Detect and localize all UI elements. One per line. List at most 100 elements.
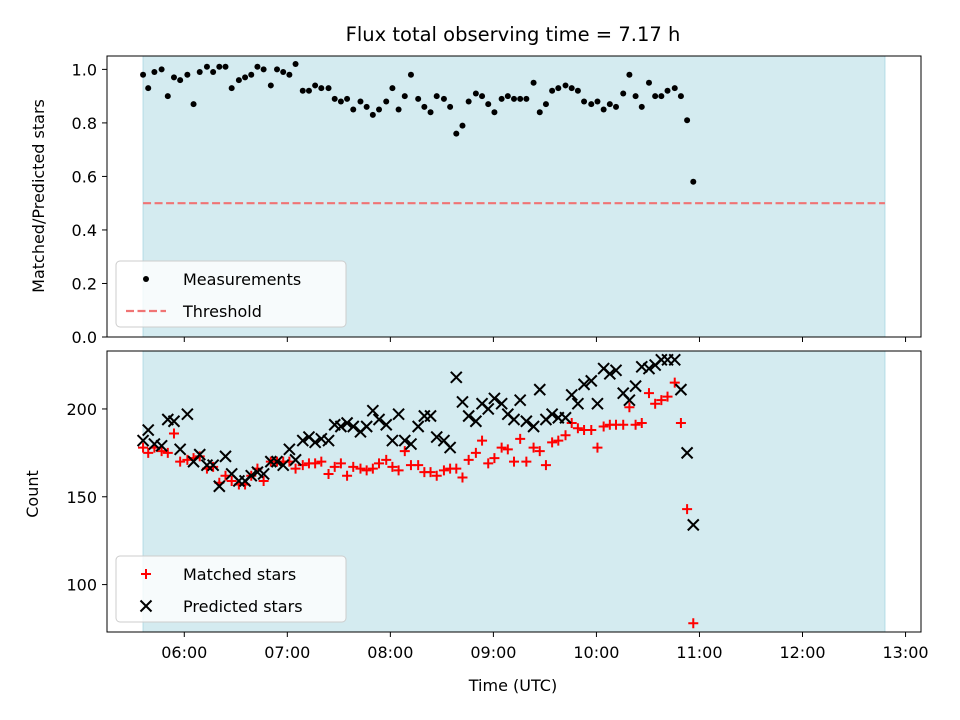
measurement-point: [664, 87, 671, 94]
legend-label: Matched stars: [183, 565, 296, 584]
matched-star-point: [553, 435, 564, 446]
x-tick-label: 09:00: [470, 643, 516, 662]
measurement-point: [407, 71, 414, 78]
measurement-point: [401, 93, 408, 100]
measurement-point: [164, 93, 171, 100]
measurement-point: [498, 95, 505, 102]
predicted-star-point: [520, 415, 533, 428]
y-tick-label: 0.2: [72, 274, 97, 293]
matched-star-point: [323, 468, 334, 479]
measurement-point: [196, 69, 203, 76]
measurement-point: [504, 93, 511, 100]
measurement-point: [549, 87, 556, 94]
predicted-star-point: [155, 439, 168, 453]
matched-star-point: [290, 463, 301, 474]
matched-star-point: [162, 447, 173, 458]
measurement-point: [210, 69, 217, 76]
measurement-point: [242, 74, 249, 81]
measurement-point: [376, 106, 383, 113]
measurement-point: [459, 122, 466, 129]
measurement-point: [645, 79, 652, 86]
matched-star-point: [138, 442, 149, 453]
measurement-point: [158, 66, 165, 73]
measurement-point: [632, 93, 639, 100]
legend-label: Threshold: [182, 302, 262, 321]
matched-star-point: [540, 460, 551, 471]
matched-star-point: [509, 456, 519, 467]
measurement-point: [447, 103, 454, 110]
legend-marker-matched: [141, 569, 151, 579]
measurement-point: [286, 71, 293, 78]
measurement-point: [254, 63, 261, 70]
legend-box: [115, 555, 347, 623]
measurement-point: [620, 90, 627, 97]
measurement-point: [638, 103, 645, 110]
matched-star-point: [502, 444, 513, 455]
matched-star-point: [656, 395, 667, 406]
matched-star-point: [463, 454, 474, 465]
measurement-point: [318, 85, 325, 92]
measurement-point: [588, 101, 595, 108]
predicted-star-point: [380, 418, 393, 431]
measurement-point: [613, 103, 620, 110]
x-tick-label: 07:00: [264, 643, 310, 662]
measurement-point: [267, 82, 274, 89]
predicted-star-point: [469, 415, 483, 428]
measurement-point: [216, 63, 223, 70]
measurement-point: [530, 79, 537, 86]
predicted-star-point: [668, 353, 681, 366]
measurement-point: [600, 106, 607, 113]
measurement-point: [357, 98, 364, 105]
count-panel: 06:00 07:00 08:00 09:00 10:00 11:00 12:00 13:00…: [66, 350, 929, 662]
measurement-point: [626, 71, 633, 78]
predicted-star-point: [219, 450, 232, 463]
measurement-point: [542, 101, 549, 108]
predicted-star-point: [276, 458, 290, 472]
measurement-point: [299, 87, 306, 94]
predicted-star-point: [360, 420, 373, 433]
measurement-point: [184, 71, 191, 78]
measurement-point: [485, 101, 492, 108]
matched-star-point: [431, 470, 442, 481]
matched-star-point: [534, 446, 545, 457]
matched-star-point: [399, 446, 410, 457]
predicted-star-point: [559, 411, 572, 424]
matched-star-point: [521, 456, 532, 467]
predicted-star-point: [296, 434, 309, 447]
predicted-star-point: [167, 415, 181, 428]
matched-star-point: [618, 419, 629, 430]
measurement-point: [415, 95, 422, 102]
matched-star-point: [586, 425, 597, 436]
measurement-point: [395, 106, 402, 113]
matched-star-point: [361, 465, 372, 476]
measurement-point: [690, 178, 697, 185]
matched-star-point: [316, 456, 327, 467]
matched-star-point: [342, 470, 353, 481]
measurement-point: [292, 61, 299, 68]
predicted-star-point: [136, 434, 150, 447]
predicted-star-point: [443, 441, 457, 454]
measurement-point: [305, 87, 312, 94]
predicted-star-point: [347, 420, 360, 433]
legend-label: Measurements: [183, 270, 301, 289]
measurement-point: [491, 109, 498, 116]
matched-star-point: [669, 377, 680, 388]
y-tick-label: 0.6: [72, 167, 97, 186]
measurement-point: [190, 101, 197, 108]
matched-star-point: [335, 458, 346, 469]
measurement-point: [274, 66, 281, 73]
predicted-star-point: [623, 393, 636, 407]
predicted-star-point: [635, 360, 648, 374]
matched-star-point: [477, 435, 488, 446]
matched-star-point: [572, 423, 583, 434]
matched-star-point: [143, 447, 154, 458]
predicted-star-point: [283, 443, 296, 456]
matched-star-point: [451, 463, 462, 474]
measurement-point: [369, 111, 376, 118]
predicted-star-point: [142, 423, 155, 437]
predicted-star-point: [315, 432, 328, 446]
matched-star-point: [425, 467, 436, 478]
predicted-star-point: [642, 362, 656, 375]
matched-star-point: [636, 418, 647, 429]
